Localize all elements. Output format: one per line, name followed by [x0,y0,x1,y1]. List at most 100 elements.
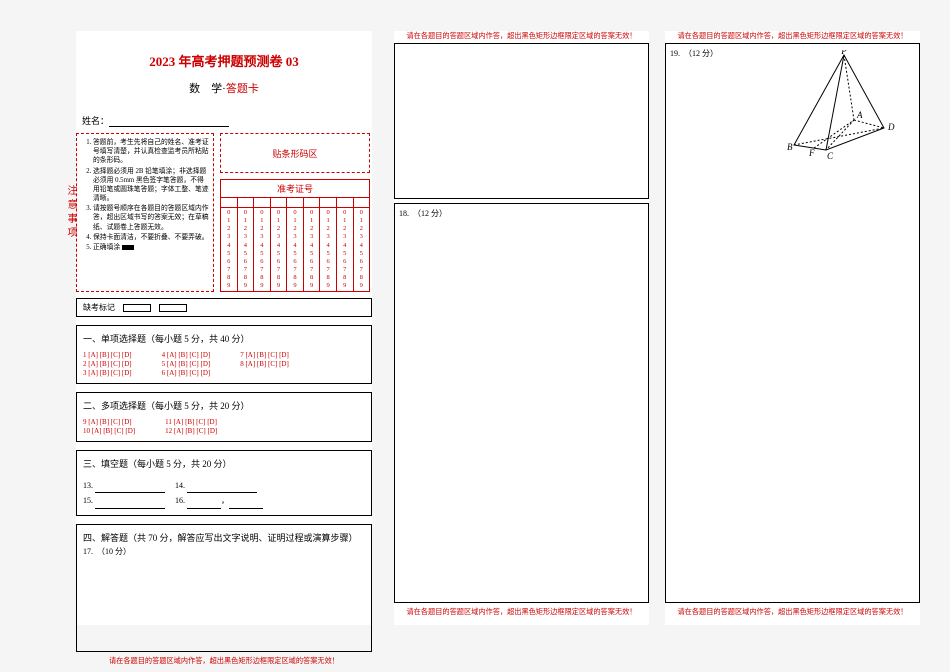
mc-rows: 9 [A] [B] [C] [D] 10 [A] [B] [C] [D] 11 … [83,418,365,435]
fill-rows: 13. 14. 15. 16. ， [83,478,365,508]
section-multi-choice: 二、多项选择题（每小题 5 分，共 20 分） 9 [A] [B] [C] [D… [76,392,372,442]
q14-label: 14. [175,481,185,490]
mc-item[interactable]: 7 [A] [B] [C] [D] [240,351,289,359]
ticket-digits: 0 1 2 3 4 5 6 7 8 9 [254,208,270,291]
notice-item: 正确填涂 [93,243,209,252]
notice-item: 保持卡面清洁，不要折叠、不要弄破。 [93,233,209,242]
ticket-digits: 0 1 2 3 4 5 6 7 8 9 [287,208,303,291]
ticket-digits: 0 1 2 3 4 5 6 7 8 9 [271,208,287,291]
ticket-digits: 0 1 2 3 4 5 6 7 8 9 [304,208,320,291]
blank-input[interactable] [187,500,221,509]
blank-input[interactable] [95,500,165,509]
notice-list: 答题前，考生先将自己的姓名、准考证号填写清楚，并认真检查监考员所粘贴的条形码。 … [79,138,209,252]
ticket-digits: 0 1 2 3 4 5 6 7 8 9 [238,208,254,291]
fill-mark-icon [122,245,134,250]
mc-item[interactable]: 1 [A] [B] [C] [D] [83,351,132,359]
answer-sheet-right: 请在各题目的答题区域内作答，超出黑色矩形边框限定区域的答案无效！ 19. （12… [665,31,920,625]
answer-area-q18[interactable]: 18. （12 分） [394,203,649,603]
card-label: 答题卡 [226,83,259,95]
vertex-F: F [808,148,815,158]
exam-title: 2023 年高考押题预测卷 03 [76,51,372,70]
mc-col: 11 [A] [B] [C] [D] 12 [A] [B] [C] [D] [165,418,217,435]
right-column: 贴条形码区 准考证号 0 1 2 3 4 5 6 7 8 9 0 1 2 3 4… [220,133,370,292]
ticket-col[interactable]: 0 1 2 3 4 5 6 7 8 9 [221,198,238,291]
answer-sheet-middle: 请在各题目的答题区域内作答，超出黑色矩形边框限定区域的答案无效！ 18. （12… [394,31,649,625]
q16-label: 16. [175,496,185,505]
mc-item[interactable]: 3 [A] [B] [C] [D] [83,369,132,377]
notice-item: 答题前，考生先将自己的姓名、准考证号填写清楚，并认真检查监考员所粘贴的条形码。 [93,138,209,166]
ticket-col[interactable]: 0 1 2 3 4 5 6 7 8 9 [354,198,370,291]
ticket-col[interactable]: 0 1 2 3 4 5 6 7 8 9 [320,198,337,291]
ticket-col[interactable]: 0 1 2 3 4 5 6 7 8 9 [304,198,321,291]
ticket-col[interactable]: 0 1 2 3 4 5 6 7 8 9 [254,198,271,291]
ticket-digits: 0 1 2 3 4 5 6 7 8 9 [337,208,353,291]
notice-box: 注意事项 答题前，考生先将自己的姓名、准考证号填写清楚，并认真检查监考员所粘贴的… [76,133,214,292]
notice-item: 选择题必须用 2B 铅笔填涂；非选择题必须用 0.5mm 黑色签字笔答题，不得用… [93,167,209,204]
mc-item[interactable]: 12 [A] [B] [C] [D] [165,427,217,435]
q19-label: 19. （12 分） [670,49,718,58]
name-input-line[interactable] [109,126,229,127]
name-row: 姓名： [82,114,372,127]
warning-text: 请在各题目的答题区域内作答，超出黑色矩形边框限定区域的答案无效！ [394,31,649,41]
geometry-diagram: P A B C D F [779,50,909,160]
mc-col: 1 [A] [B] [C] [D] 2 [A] [B] [C] [D] 3 [A… [83,351,132,377]
notice-item-text: 正确填涂 [93,244,120,251]
mc-item[interactable]: 11 [A] [B] [C] [D] [165,418,217,426]
top-grid: 注意事项 答题前，考生先将自己的姓名、准考证号填写清楚，并认真检查监考员所粘贴的… [76,133,372,292]
section-title: 四、解答题（共 70 分，解答应写出文字说明、证明过程或演算步骤） [83,531,365,544]
ticket-col[interactable]: 0 1 2 3 4 5 6 7 8 9 [337,198,354,291]
q13-label: 13. [83,481,93,490]
mc-item[interactable]: 10 [A] [B] [C] [D] [83,427,135,435]
warning-text: 请在各题目的答题区域内作答，超出黑色矩形边框限定区域的答案无效！ [76,656,372,666]
vertex-P: P [840,50,847,56]
mc-item[interactable]: 8 [A] [B] [C] [D] [240,360,289,368]
subject-label: 数 学· [189,83,226,95]
mc-rows: 1 [A] [B] [C] [D] 2 [A] [B] [C] [D] 3 [A… [83,351,365,377]
mc-col: 7 [A] [B] [C] [D] 8 [A] [B] [C] [D] [240,351,289,377]
mc-col: 9 [A] [B] [C] [D] 10 [A] [B] [C] [D] [83,418,135,435]
blank-input[interactable] [187,484,257,493]
missing-mark-row: 缺考标记 [76,298,372,317]
section-title: 一、单项选择题（每小题 5 分，共 40 分） [83,332,365,345]
mc-item[interactable]: 9 [A] [B] [C] [D] [83,418,135,426]
mc-item[interactable]: 4 [A] [B] [C] [D] [162,351,211,359]
missing-label: 缺考标记 [83,302,115,313]
missing-mark-box[interactable] [123,304,151,312]
ticket-grid: 0 1 2 3 4 5 6 7 8 9 0 1 2 3 4 5 6 7 8 9 … [221,198,369,291]
name-label: 姓名： [82,116,109,126]
warning-text: 请在各题目的答题区域内作答，超出黑色矩形边框限定区域的答案无效！ [665,607,920,617]
ticket-digits: 0 1 2 3 4 5 6 7 8 9 [320,208,336,291]
ticket-col[interactable]: 0 1 2 3 4 5 6 7 8 9 [271,198,288,291]
warning-text: 请在各题目的答题区域内作答，超出黑色矩形边框限定区域的答案无效！ [394,607,649,617]
mc-item[interactable]: 6 [A] [B] [C] [D] [162,369,211,377]
mc-item[interactable]: 2 [A] [B] [C] [D] [83,360,132,368]
mc-col: 4 [A] [B] [C] [D] 5 [A] [B] [C] [D] 6 [A… [162,351,211,377]
ticket-title: 准考证号 [221,180,369,198]
ticket-digits: 0 1 2 3 4 5 6 7 8 9 [354,208,370,291]
q15-label: 15. [83,496,93,505]
section-essay: 四、解答题（共 70 分，解答应写出文字说明、证明过程或演算步骤） 17. （1… [76,524,372,652]
blank-input[interactable] [95,484,165,493]
answer-area-top[interactable] [394,43,649,199]
vertex-B: B [787,142,793,152]
blank-input[interactable] [229,500,263,509]
warning-text: 请在各题目的答题区域内作答，超出黑色矩形边框限定区域的答案无效！ [665,31,920,41]
notice-item: 请按题号顺序在各题目的答题区域内作答，超出区域书写的答案无效；在草稿纸、试题卷上… [93,204,209,232]
section-fill-blank: 三、填空题（每小题 5 分，共 20 分） 13. 14. 15. 16. ， [76,450,372,515]
notice-side-label: 注意事项 [63,185,78,241]
section-title: 三、填空题（每小题 5 分，共 20 分） [83,457,365,470]
ticket-col[interactable]: 0 1 2 3 4 5 6 7 8 9 [287,198,304,291]
section-title: 二、多项选择题（每小题 5 分，共 20 分） [83,399,365,412]
missing-mark-box[interactable] [159,304,187,312]
mc-item[interactable]: 5 [A] [B] [C] [D] [162,360,211,368]
vertex-D: D [887,122,895,132]
barcode-area: 贴条形码区 [220,133,370,173]
answer-sheet-left: 2023 年高考押题预测卷 03 数 学·答题卡 姓名： 注意事项 答题前，考生… [76,31,372,625]
vertex-A: A [856,110,863,120]
ticket-col[interactable]: 0 1 2 3 4 5 6 7 8 9 [238,198,255,291]
q17-label: 17. （10 分） [83,546,365,557]
comma: ， [221,496,229,505]
answer-area-q19[interactable]: 19. （12 分） P A B C D F [665,43,920,603]
ticket-digits: 0 1 2 3 4 5 6 7 8 9 [221,208,237,291]
exam-subtitle: 数 学·答题卡 [76,80,372,96]
